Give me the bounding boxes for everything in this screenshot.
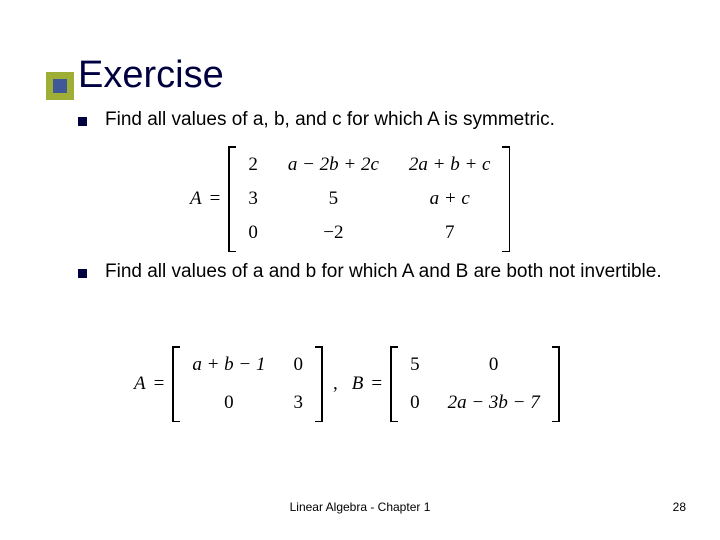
right-bracket-icon xyxy=(502,146,510,252)
m1-r3c2: −2 xyxy=(288,222,379,244)
footer-text: Linear Algebra - Chapter 1 xyxy=(290,500,431,514)
bullet-text-2: Find all values of a and b for which A a… xyxy=(105,260,662,285)
bullet-item-1: Find all values of a, b, and c for which… xyxy=(78,108,555,133)
m1-r2c3: a + c xyxy=(409,188,491,210)
m1-r2c2: 5 xyxy=(288,188,379,210)
bullet-item-2: Find all values of a and b for which A a… xyxy=(78,260,662,285)
m2b-r1c2: 0 xyxy=(448,354,540,376)
matrix1-grid: 2 a − 2b + 2c 2a + b + c 3 5 a + c 0 −2 … xyxy=(236,146,502,252)
matrix1-eq: = xyxy=(210,188,221,210)
m1-r1c3: 2a + b + c xyxy=(409,154,491,176)
title-accent-icon xyxy=(46,72,74,100)
m2b-r2c2: 2a − 3b − 7 xyxy=(448,392,540,414)
matrix-equation-2: A = a + b − 1 0 0 3 , B = 5 0 0 2a − 3b … xyxy=(134,346,560,422)
matrix2-eqB: = xyxy=(371,373,382,395)
matrix2-lhsA: A xyxy=(134,373,146,395)
matrix1-lhs: A xyxy=(190,188,202,210)
m1-r3c1: 0 xyxy=(248,222,258,244)
page-number: 28 xyxy=(673,500,686,514)
matrix2-comma: , xyxy=(333,373,338,395)
m1-r1c2: a − 2b + 2c xyxy=(288,154,379,176)
bullet-icon xyxy=(78,117,87,126)
bullet-icon xyxy=(78,269,87,278)
m2b-r1c1: 5 xyxy=(410,354,420,376)
bullet-text-1: Find all values of a, b, and c for which… xyxy=(105,108,555,133)
m2b-r2c1: 0 xyxy=(410,392,420,414)
slide-title: Exercise xyxy=(78,54,224,97)
m1-r3c3: 7 xyxy=(409,222,491,244)
right-bracket-icon xyxy=(552,346,560,422)
m2a-r1c2: 0 xyxy=(293,354,303,376)
right-bracket-icon xyxy=(315,346,323,422)
m1-r2c1: 3 xyxy=(248,188,258,210)
m2a-r2c2: 3 xyxy=(293,392,303,414)
left-bracket-icon xyxy=(172,346,180,422)
matrix2a-grid: a + b − 1 0 0 3 xyxy=(180,346,315,422)
matrix2-eqA: = xyxy=(154,373,165,395)
left-bracket-icon xyxy=(390,346,398,422)
m2a-r2c1: 0 xyxy=(192,392,265,414)
m1-r1c1: 2 xyxy=(248,154,258,176)
matrix2-lhsB: B xyxy=(352,373,364,395)
left-bracket-icon xyxy=(228,146,236,252)
matrix2b-grid: 5 0 0 2a − 3b − 7 xyxy=(398,346,552,422)
matrix-equation-1: A = 2 a − 2b + 2c 2a + b + c 3 5 a + c 0… xyxy=(190,146,510,252)
m2a-r1c1: a + b − 1 xyxy=(192,354,265,376)
